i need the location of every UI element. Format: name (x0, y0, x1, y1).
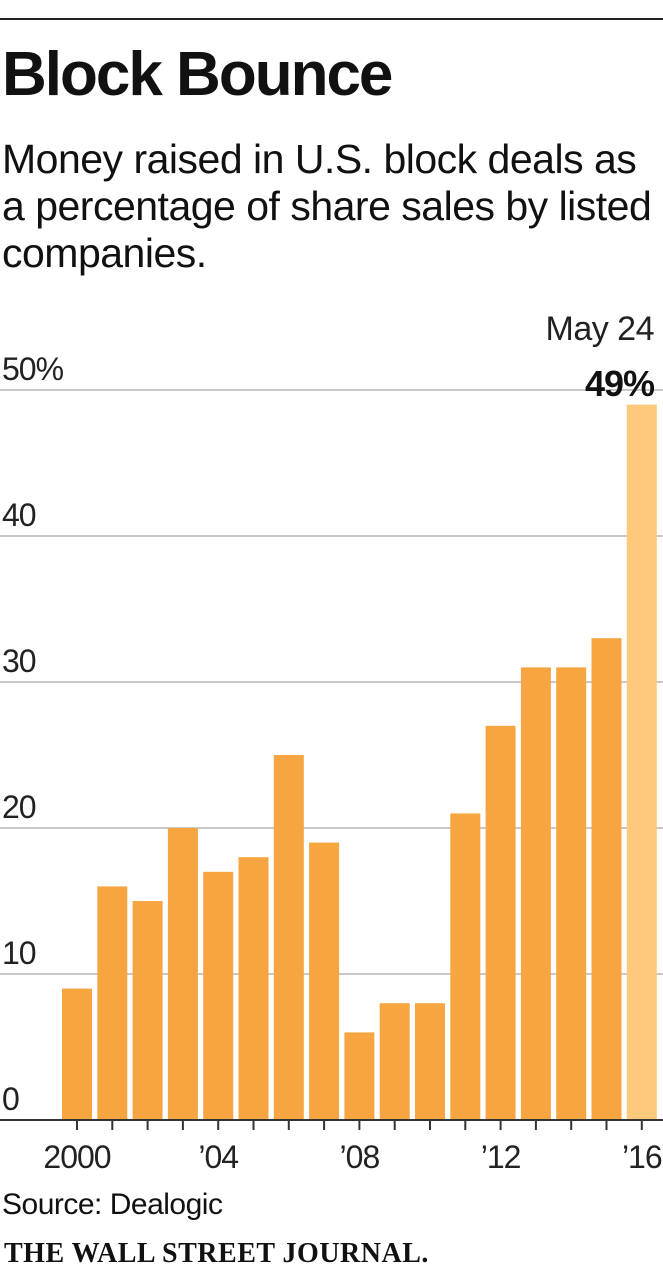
x-tick-label: ’12 (481, 1139, 521, 1175)
bar-2004 (203, 871, 234, 1120)
bar-2001 (97, 886, 128, 1120)
bar-2005 (238, 857, 269, 1120)
bar-2002 (132, 901, 163, 1120)
publication-logo: THE WALL STREET JOURNAL. (4, 1238, 429, 1269)
annotation-value: 49% (585, 363, 655, 404)
source-note: Source: Dealogic (2, 1188, 223, 1221)
bar-chart: 0 10 20 30 40 50% 2000 ’04 ’08 ’12 ’16 May 24 49% (0, 310, 663, 1175)
bar-2007 (309, 842, 340, 1120)
bar-2009 (379, 1003, 410, 1120)
chart-title: Block Bounce (2, 40, 393, 109)
y-tick-label: 50% (2, 351, 64, 387)
bar-2012 (485, 725, 516, 1120)
x-tick-label: ’04 (198, 1139, 238, 1175)
x-tick-label: 2000 (43, 1139, 110, 1175)
x-tick-label: ’16 (622, 1139, 662, 1175)
x-tick-label: ’08 (340, 1139, 380, 1175)
bar-2013 (520, 667, 551, 1120)
bar-2015 (591, 638, 622, 1120)
bar-2000 (62, 988, 92, 1120)
top-rule (0, 18, 663, 20)
bar-2014 (556, 667, 587, 1120)
y-tick-label: 10 (2, 935, 36, 971)
bar-2010 (415, 1003, 445, 1120)
bar-2008 (344, 1032, 375, 1120)
y-tick-label: 30 (2, 643, 36, 679)
chart-subtitle: Money raised in U.S. block deals as a pe… (2, 136, 652, 276)
bar-2016 (626, 404, 657, 1121)
y-tick-label: 40 (2, 497, 36, 533)
bar-2006 (273, 755, 304, 1120)
y-tick-label: 20 (2, 789, 36, 825)
bar-2011 (450, 813, 481, 1120)
bar-2003 (167, 828, 198, 1120)
y-tick-label: 0 (2, 1081, 19, 1117)
annotation-date: May 24 (546, 310, 655, 348)
